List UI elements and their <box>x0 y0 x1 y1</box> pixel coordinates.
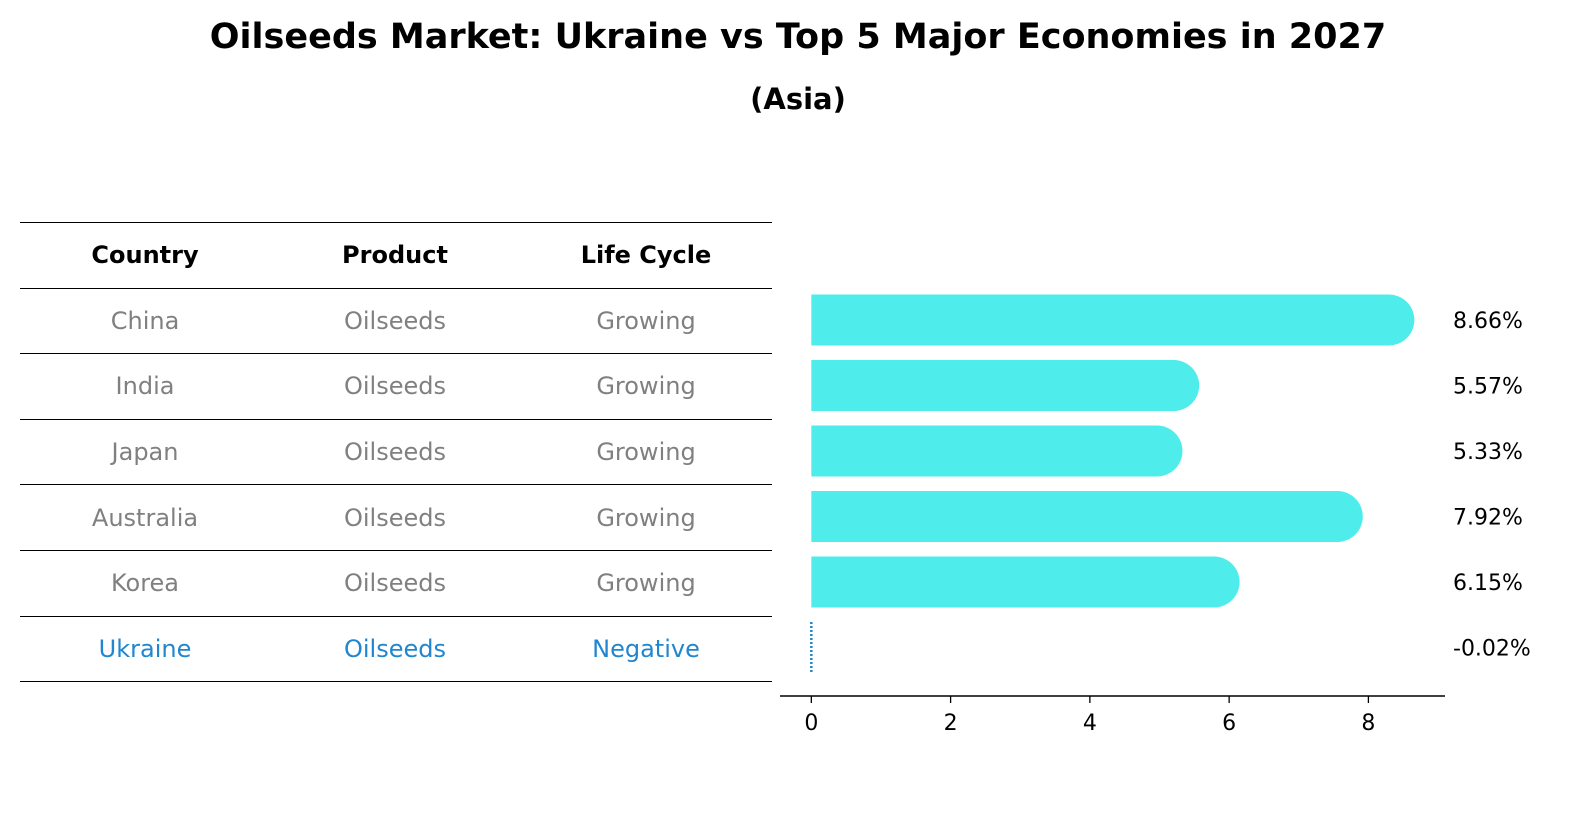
life-cycle-cell: Growing <box>596 438 696 467</box>
bar-china <box>811 294 1415 346</box>
country-cell: India <box>115 372 175 401</box>
value-label-australia: 7.92% <box>1453 506 1523 531</box>
value-label-india: 5.57% <box>1453 375 1523 400</box>
life-cycle-cell: Growing <box>596 372 696 401</box>
header-product: Product <box>342 241 448 270</box>
bar-india <box>811 360 1200 411</box>
value-label-ukraine: -0.02% <box>1453 637 1531 662</box>
bar-korea <box>811 556 1240 608</box>
product-cell: Oilseeds <box>344 503 446 532</box>
table-header-row: Country Product Life Cycle <box>20 223 772 289</box>
header-country: Country <box>91 241 199 270</box>
life-cycle-cell: Negative <box>592 634 700 663</box>
country-cell: Ukraine <box>98 634 192 663</box>
table-row-highlight: Ukraine Oilseeds Negative <box>20 617 772 683</box>
country-cell: China <box>110 306 180 335</box>
x-tick-label: 4 <box>1083 711 1097 736</box>
table-row: India Oilseeds Growing <box>20 354 772 420</box>
lifecycle-table: Country Product Life Cycle China Oilseed… <box>20 222 772 683</box>
x-tick-label: 2 <box>944 711 958 736</box>
table-row: Korea Oilseeds Growing <box>20 551 772 617</box>
bar-japan <box>811 425 1183 477</box>
value-label-china: 8.66% <box>1453 309 1523 334</box>
product-cell: Oilseeds <box>344 372 446 401</box>
bar-australia <box>811 491 1363 542</box>
table-row: Australia Oilseeds Growing <box>20 485 772 551</box>
country-cell: Japan <box>111 438 179 467</box>
life-cycle-cell: Growing <box>596 569 696 598</box>
product-cell: Oilseeds <box>344 306 446 335</box>
x-tick-label: 0 <box>804 711 818 736</box>
value-label-japan: 5.33% <box>1453 440 1523 465</box>
country-cell: Australia <box>91 503 199 532</box>
table-row: Japan Oilseeds Growing <box>20 420 772 486</box>
value-label-korea: 6.15% <box>1453 571 1523 596</box>
product-cell: Oilseeds <box>344 438 446 467</box>
life-cycle-cell: Growing <box>596 306 696 335</box>
country-cell: Korea <box>110 569 180 598</box>
table-row: China Oilseeds Growing <box>20 289 772 355</box>
x-tick-label: 6 <box>1222 711 1236 736</box>
chart-subtitle: (Asia) <box>750 82 846 116</box>
growth-bar-chart: 8.66% 5.57% 5.33% 7.92% 6.15% -0.02% 0 2 4 6 8 <box>780 294 1531 736</box>
life-cycle-cell: Growing <box>596 503 696 532</box>
x-tick-label: 8 <box>1361 711 1375 736</box>
product-cell: Oilseeds <box>344 634 446 663</box>
header-life-cycle: Life Cycle <box>580 241 712 270</box>
product-cell: Oilseeds <box>344 569 446 598</box>
chart-title: Oilseeds Market: Ukraine vs Top 5 Major … <box>209 17 1387 57</box>
